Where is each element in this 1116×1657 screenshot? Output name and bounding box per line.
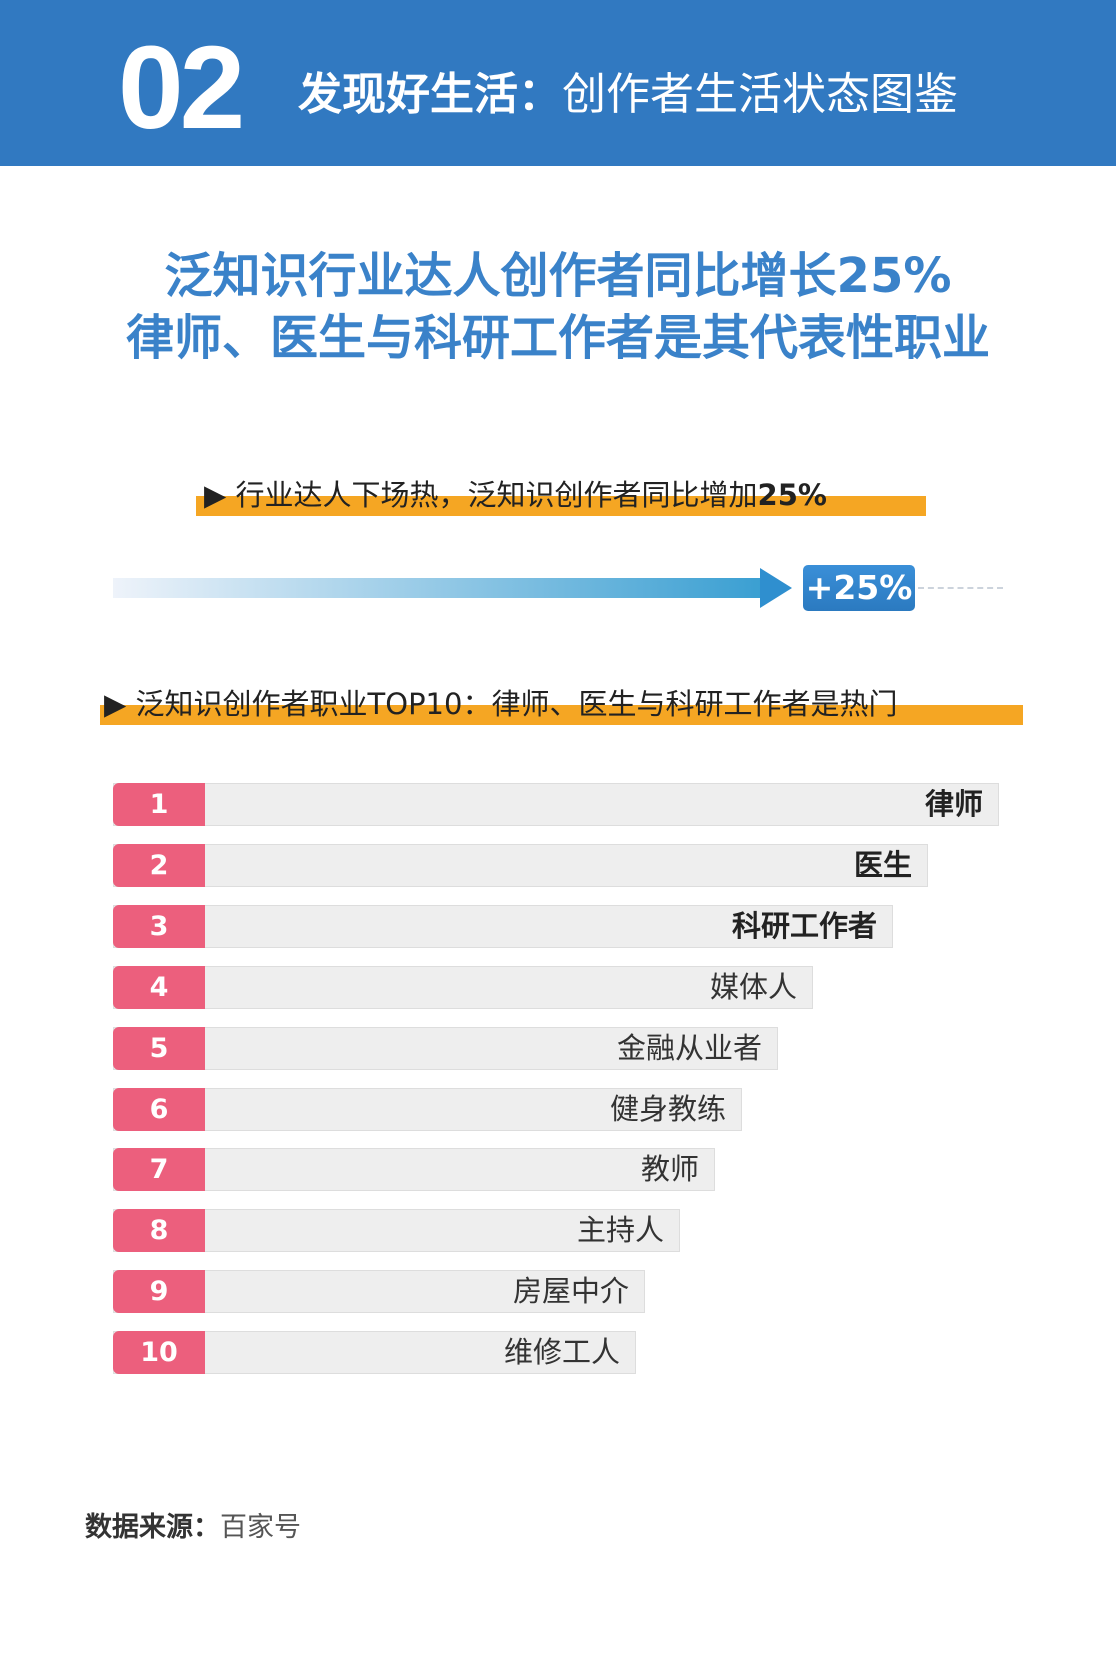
bar xyxy=(113,1209,680,1253)
bar-row: 5 金融从业者 xyxy=(113,1026,778,1070)
subtitle-1-highlight: 25% xyxy=(757,478,827,512)
arrow-head-icon xyxy=(760,568,792,608)
subtitle-1-text: 行业达人下场热，泛知识创作者同比增加 xyxy=(235,478,758,512)
rank-badge: 1 xyxy=(113,783,205,826)
rank-badge: 3 xyxy=(113,904,205,948)
rank-badge: 9 xyxy=(113,1270,205,1314)
bar-label: 律师 xyxy=(924,787,983,821)
highlight-bar xyxy=(196,496,926,516)
bar xyxy=(113,843,928,887)
growth-arrow-line xyxy=(113,578,763,598)
header-banner: 02 发现好生活：创作者生活状态图鉴 xyxy=(0,0,1116,166)
rank-badge: 6 xyxy=(113,1087,205,1131)
bar-label: 科研工作者 xyxy=(731,908,877,943)
section-title-bold: 发现好生活： xyxy=(298,69,562,120)
section-title-light: 创作者生活状态图鉴 xyxy=(562,69,958,120)
triangle-icon: ▶ xyxy=(204,478,227,512)
bar xyxy=(113,965,813,1009)
bar xyxy=(113,1087,742,1131)
bar-row: 1 律师 xyxy=(113,783,999,826)
bar xyxy=(113,783,999,826)
bar xyxy=(113,1148,715,1192)
bar-row: 10 维修工人 xyxy=(113,1331,636,1375)
subtitle-2-text: 泛知识创作者职业TOP10：律师、医生与科研工作者是热门 xyxy=(135,687,898,721)
source-value: 百家号 xyxy=(220,1512,301,1543)
bar-row: 3 科研工作者 xyxy=(113,904,893,948)
bar xyxy=(113,1026,778,1070)
bar-row: 9 房屋中介 xyxy=(113,1270,645,1314)
bar-label: 维修工人 xyxy=(503,1335,620,1370)
bar-row: 6 健身教练 xyxy=(113,1087,742,1131)
bar-label: 医生 xyxy=(853,847,912,882)
subtitle-1: ▶ 行业达人下场热，泛知识创作者同比增加25% xyxy=(204,472,827,514)
bar-label: 房屋中介 xyxy=(512,1274,629,1309)
bar-row: 7 教师 xyxy=(113,1148,715,1192)
source-label: 数据来源： xyxy=(85,1512,220,1543)
growth-badge: +25% xyxy=(803,565,915,611)
subtitle-2: ▶ 泛知识创作者职业TOP10：律师、医生与科研工作者是热门 xyxy=(104,681,897,723)
section-number: 02 xyxy=(118,22,245,154)
rank-badge: 2 xyxy=(113,843,205,887)
data-source: 数据来源：百家号 xyxy=(85,1505,301,1544)
rank-badge: 8 xyxy=(113,1209,205,1253)
bar-row: 2 医生 xyxy=(113,843,928,887)
section-title: 发现好生活：创作者生活状态图鉴 xyxy=(298,58,958,122)
rank-badge: 10 xyxy=(113,1331,205,1375)
headline-line1: 泛知识行业达人创作者同比增长25% xyxy=(164,248,952,304)
highlight-bar xyxy=(100,705,1023,725)
bar xyxy=(113,904,893,948)
bar-label: 媒体人 xyxy=(709,969,797,1004)
rank-badge: 5 xyxy=(113,1026,205,1070)
bar-label: 教师 xyxy=(640,1152,699,1187)
bar-label: 健身教练 xyxy=(609,1091,726,1126)
bar-label: 金融从业者 xyxy=(616,1030,762,1065)
bar-row: 8 主持人 xyxy=(113,1209,680,1253)
rank-badge: 4 xyxy=(113,965,205,1009)
bar-row: 4 媒体人 xyxy=(113,965,813,1009)
triangle-icon: ▶ xyxy=(104,687,127,721)
bar-label: 主持人 xyxy=(576,1213,664,1248)
headline-line2: 律师、医生与科研工作者是其代表性职业 xyxy=(125,310,990,366)
rank-badge: 7 xyxy=(113,1148,205,1192)
dashed-line-right xyxy=(918,587,1003,589)
